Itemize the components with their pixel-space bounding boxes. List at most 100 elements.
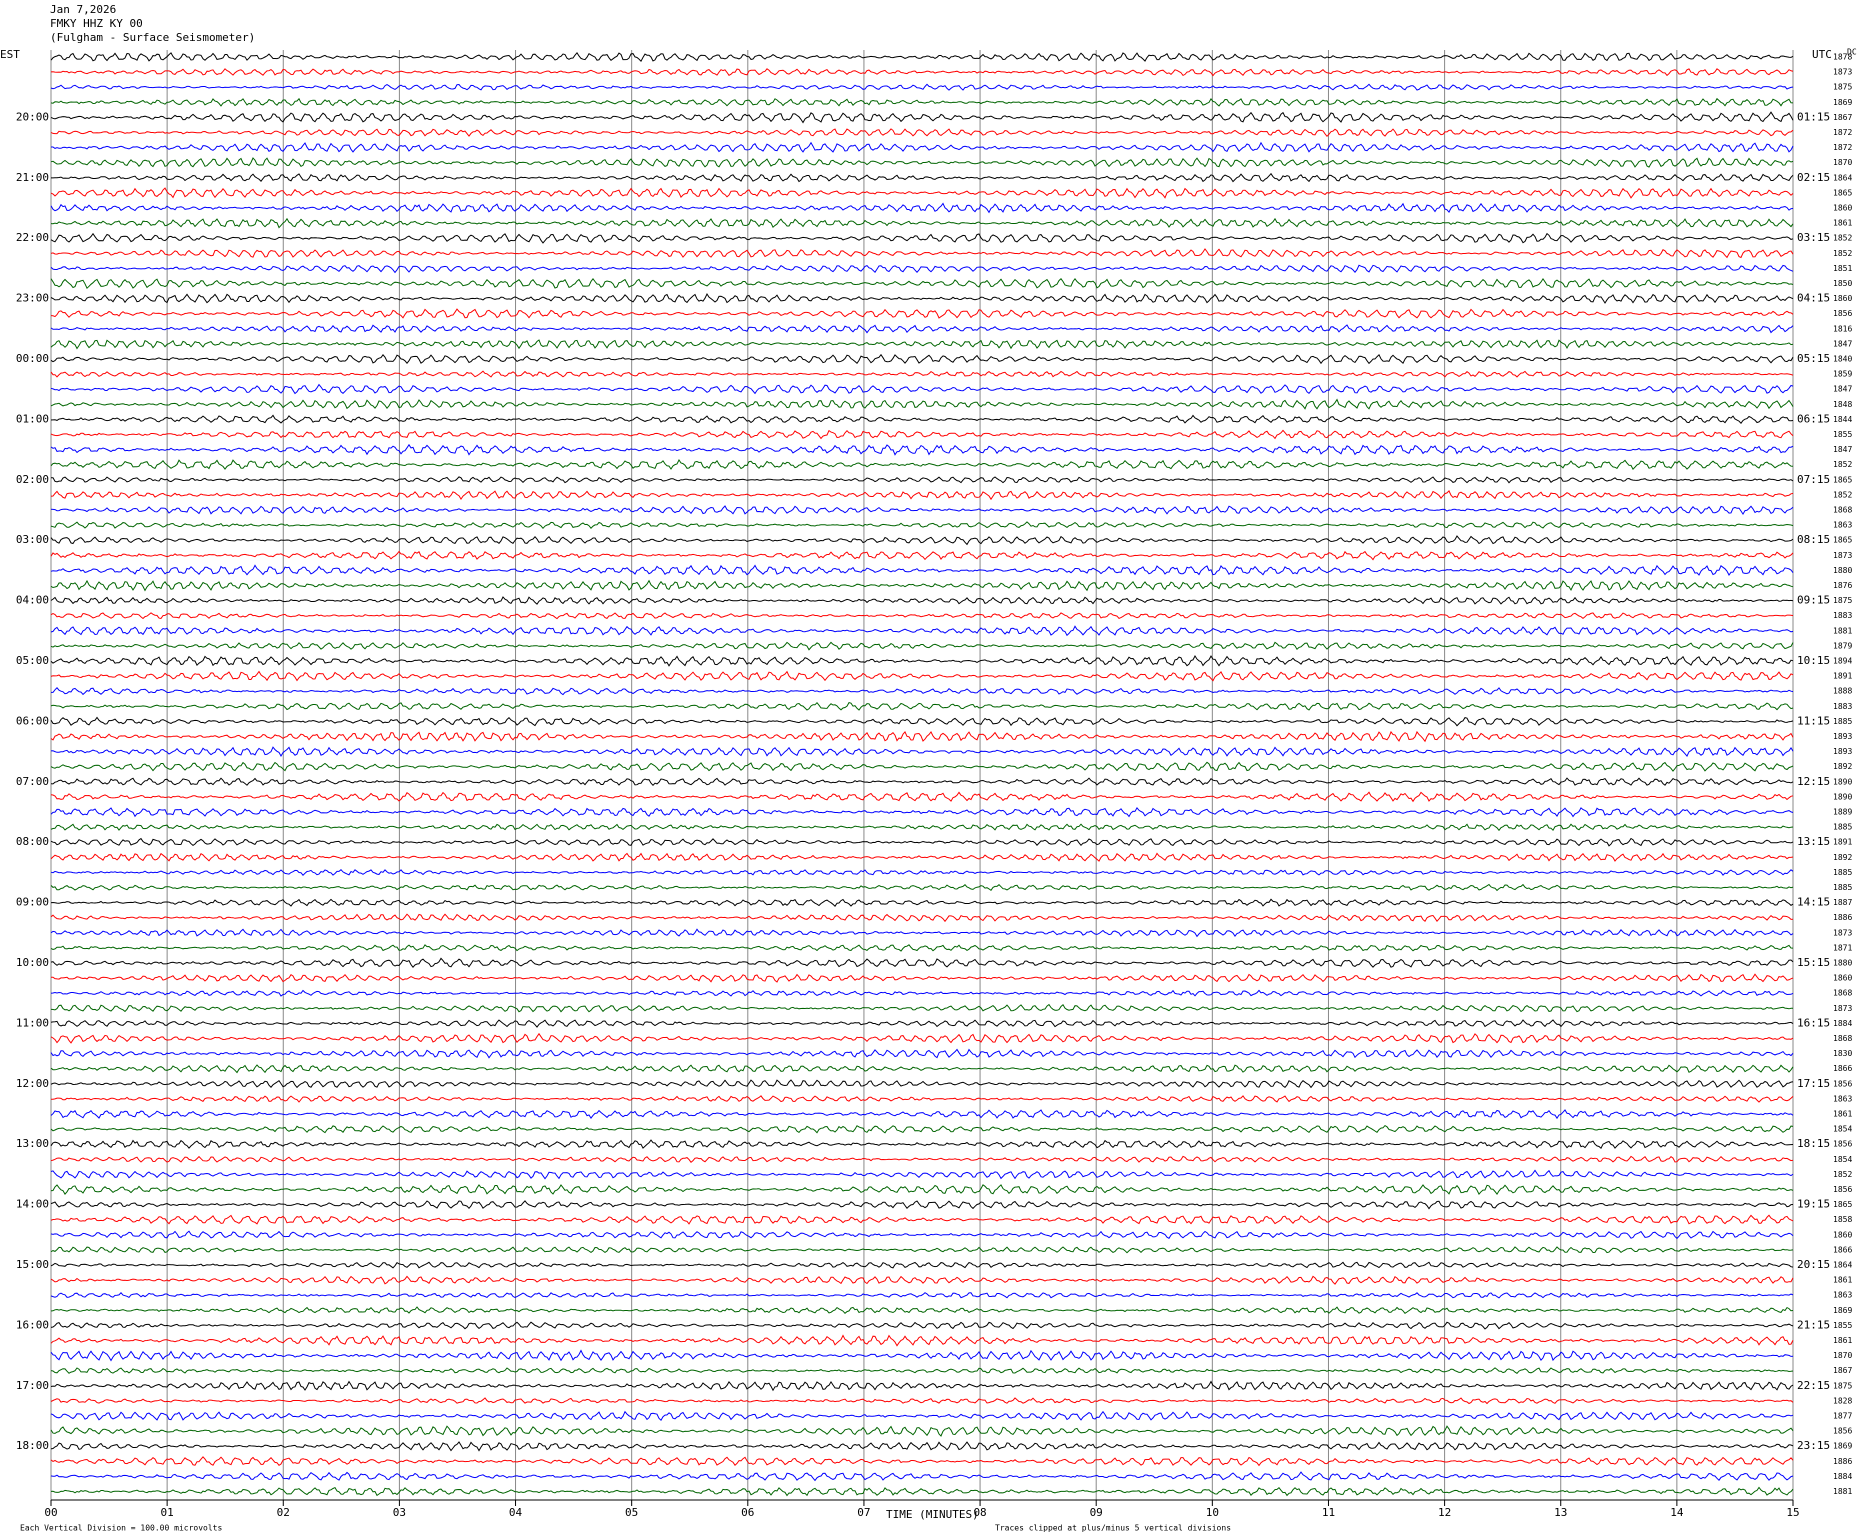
trace [50, 716, 1794, 727]
trace-value: 1872 [1833, 128, 1852, 137]
trace [50, 1292, 1794, 1299]
utc-time-label: 20:15 [1797, 1258, 1830, 1271]
trace [50, 612, 1794, 620]
trace [50, 670, 1794, 682]
trace [50, 370, 1794, 378]
utc-time-label: 06:15 [1797, 412, 1830, 425]
x-tick-label: 09 [1090, 1506, 1103, 1519]
trace [51, 476, 1794, 484]
trace-value: 1888 [1833, 687, 1852, 696]
trace-value: 1886 [1833, 1457, 1852, 1466]
trace [50, 1441, 1794, 1452]
trace [50, 292, 1794, 304]
x-tick-label: 11 [1322, 1506, 1335, 1519]
trace [50, 308, 1794, 319]
trace-value: 1863 [1833, 1291, 1852, 1300]
utc-time-label: 10:15 [1797, 654, 1830, 667]
trace-value: 1852 [1833, 249, 1852, 258]
trace [50, 1064, 1794, 1074]
utc-time-label: 07:15 [1797, 473, 1830, 486]
est-time-label: 20:00 [16, 110, 49, 123]
trace-value: 1884 [1833, 1019, 1852, 1028]
trace-value: 1868 [1833, 989, 1852, 998]
trace-value: 1861 [1833, 219, 1852, 228]
trace [50, 579, 1794, 592]
trace-value: 1847 [1833, 339, 1852, 348]
trace-value: 1855 [1833, 430, 1852, 439]
trace-value: 1873 [1833, 551, 1852, 560]
trace-value: 1856 [1833, 1427, 1852, 1436]
trace-value: 1847 [1833, 445, 1852, 454]
trace [50, 111, 1794, 124]
trace [50, 490, 1794, 501]
utc-time-label: 14:15 [1797, 896, 1830, 909]
trace-value: 1883 [1833, 702, 1852, 711]
utc-time-label: 05:15 [1797, 352, 1830, 365]
trace [50, 1306, 1794, 1314]
trace-value: 1885 [1833, 717, 1852, 726]
trace [50, 1169, 1794, 1180]
trace [50, 1184, 1794, 1195]
utc-time-label: 09:15 [1797, 594, 1830, 607]
trace [51, 687, 1794, 696]
trace [50, 625, 1794, 637]
right-zone: UTC [1812, 48, 1832, 61]
x-tick-label: 14 [1670, 1506, 1684, 1519]
trace-value: 1852 [1833, 460, 1852, 469]
trace [51, 141, 1794, 153]
clip-note: Traces clipped at plus/minus 5 vertical … [995, 1524, 1231, 1533]
x-tick-label: 10 [1206, 1506, 1219, 1519]
trace-value: 1893 [1833, 732, 1852, 741]
trace [50, 550, 1794, 561]
trace [50, 429, 1794, 440]
x-tick-label: 08 [973, 1506, 986, 1519]
trace [50, 264, 1794, 274]
trace-value: 1852 [1833, 1170, 1852, 1179]
trace-value: 1865 [1833, 475, 1852, 484]
est-time-label: 06:00 [16, 714, 49, 727]
trace-value: 1877 [1833, 1412, 1852, 1421]
trace-value: 1871 [1833, 943, 1852, 952]
trace [50, 837, 1794, 847]
trace [50, 1380, 1794, 1392]
trace [50, 187, 1794, 199]
trace [50, 701, 1794, 711]
trace [50, 1109, 1794, 1120]
trace [50, 1321, 1794, 1330]
trace-value: 1854 [1833, 1125, 1852, 1134]
trace [50, 339, 1794, 350]
trace [50, 535, 1794, 546]
est-time-label: 16:00 [16, 1318, 49, 1331]
trace-value: 1886 [1833, 913, 1852, 922]
trace-value: 1861 [1833, 1110, 1852, 1119]
trace-value: 1858 [1833, 1215, 1852, 1224]
trace [50, 989, 1794, 997]
trace-value: 1891 [1833, 672, 1852, 681]
est-time-label: 05:00 [16, 654, 49, 667]
trace-value: 1816 [1833, 324, 1852, 333]
trace [50, 97, 1794, 107]
trace [50, 761, 1794, 772]
station: FMKY HHZ KY 00 [50, 17, 143, 30]
x-tick-label: 01 [161, 1506, 174, 1519]
trace-value: 1860 [1833, 294, 1852, 303]
trace-value: 1848 [1833, 400, 1852, 409]
trace-value: 1889 [1833, 808, 1852, 817]
trace-value: 1872 [1833, 143, 1852, 152]
utc-time-label: 16:15 [1797, 1016, 1830, 1029]
trace-value: 1881 [1833, 1487, 1852, 1496]
trace-value: 1861 [1833, 1276, 1852, 1285]
trace-value: 1890 [1833, 792, 1852, 801]
est-time-label: 13:00 [16, 1137, 49, 1150]
trace [50, 564, 1794, 576]
trace-value: 1856 [1833, 1185, 1852, 1194]
trace [50, 1048, 1794, 1059]
trace [50, 777, 1794, 787]
trace-value: 1880 [1833, 566, 1852, 575]
trace [50, 232, 1794, 244]
trace-value: 1892 [1833, 762, 1852, 771]
trace-value: 1873 [1833, 928, 1852, 937]
trace-value: 1865 [1833, 1200, 1852, 1209]
trace [50, 1456, 1794, 1467]
trace [50, 1246, 1794, 1254]
